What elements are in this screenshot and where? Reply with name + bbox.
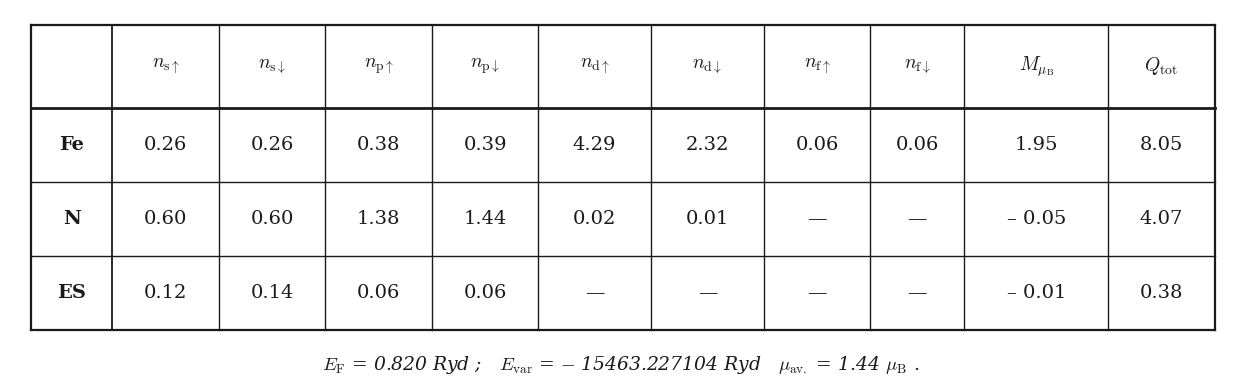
- Text: ES: ES: [57, 284, 86, 301]
- Text: —: —: [807, 209, 827, 227]
- Text: – 0.05: – 0.05: [1006, 209, 1066, 227]
- Text: 0.02: 0.02: [573, 209, 616, 227]
- Text: 1.95: 1.95: [1015, 136, 1058, 154]
- Text: 0.06: 0.06: [463, 284, 507, 301]
- Text: 0.60: 0.60: [251, 209, 294, 227]
- Text: $E_{\mathrm{F}}$ = 0.820 Ryd ;   $E_{\mathrm{var}}$ = $-$ 15463.227104 Ryd   $\m: $E_{\mathrm{F}}$ = 0.820 Ryd ; $E_{\math…: [322, 354, 920, 376]
- Text: 0.06: 0.06: [895, 136, 939, 154]
- Text: —: —: [807, 284, 827, 301]
- Text: —: —: [585, 284, 605, 301]
- Text: $n_{\mathrm{s}\downarrow}$: $n_{\mathrm{s}\downarrow}$: [258, 57, 286, 76]
- Text: 0.38: 0.38: [1140, 284, 1184, 301]
- Text: 0.12: 0.12: [144, 284, 188, 301]
- Text: 0.14: 0.14: [251, 284, 294, 301]
- Text: 0.06: 0.06: [795, 136, 838, 154]
- Text: 8.05: 8.05: [1140, 136, 1184, 154]
- Text: 0.39: 0.39: [463, 136, 507, 154]
- Text: $n_{\mathrm{p}\downarrow}$: $n_{\mathrm{p}\downarrow}$: [469, 57, 501, 76]
- Text: N: N: [63, 209, 81, 227]
- Text: 0.26: 0.26: [251, 136, 294, 154]
- Text: 1.38: 1.38: [356, 209, 400, 227]
- Text: Fe: Fe: [60, 136, 84, 154]
- Text: 0.26: 0.26: [144, 136, 188, 154]
- Text: 1.44: 1.44: [463, 209, 507, 227]
- Text: $n_{\mathrm{f}\downarrow}$: $n_{\mathrm{f}\downarrow}$: [904, 57, 930, 76]
- Text: $M_{\mu_{\mathrm{B}}}$: $M_{\mu_{\mathrm{B}}}$: [1018, 54, 1053, 79]
- Text: $n_{\mathrm{d}\uparrow}$: $n_{\mathrm{d}\uparrow}$: [580, 57, 610, 76]
- Text: $n_{\mathrm{s}\uparrow}$: $n_{\mathrm{s}\uparrow}$: [152, 57, 180, 76]
- Text: 4.29: 4.29: [573, 136, 616, 154]
- Text: —: —: [908, 209, 927, 227]
- Text: $n_{\mathrm{d}\downarrow}$: $n_{\mathrm{d}\downarrow}$: [692, 57, 723, 76]
- Text: 4.07: 4.07: [1140, 209, 1184, 227]
- Text: $Q_{\mathrm{tot}}$: $Q_{\mathrm{tot}}$: [1144, 55, 1179, 78]
- Text: – 0.01: – 0.01: [1006, 284, 1066, 301]
- Text: 0.06: 0.06: [356, 284, 400, 301]
- Text: 0.60: 0.60: [144, 209, 188, 227]
- Text: 0.01: 0.01: [686, 209, 729, 227]
- Text: $n_{\mathrm{p}\uparrow}$: $n_{\mathrm{p}\uparrow}$: [364, 57, 394, 76]
- Text: $n_{\mathrm{f}\uparrow}$: $n_{\mathrm{f}\uparrow}$: [804, 57, 831, 76]
- Text: 2.32: 2.32: [686, 136, 729, 154]
- Text: 0.38: 0.38: [356, 136, 400, 154]
- Text: —: —: [908, 284, 927, 301]
- Text: —: —: [698, 284, 717, 301]
